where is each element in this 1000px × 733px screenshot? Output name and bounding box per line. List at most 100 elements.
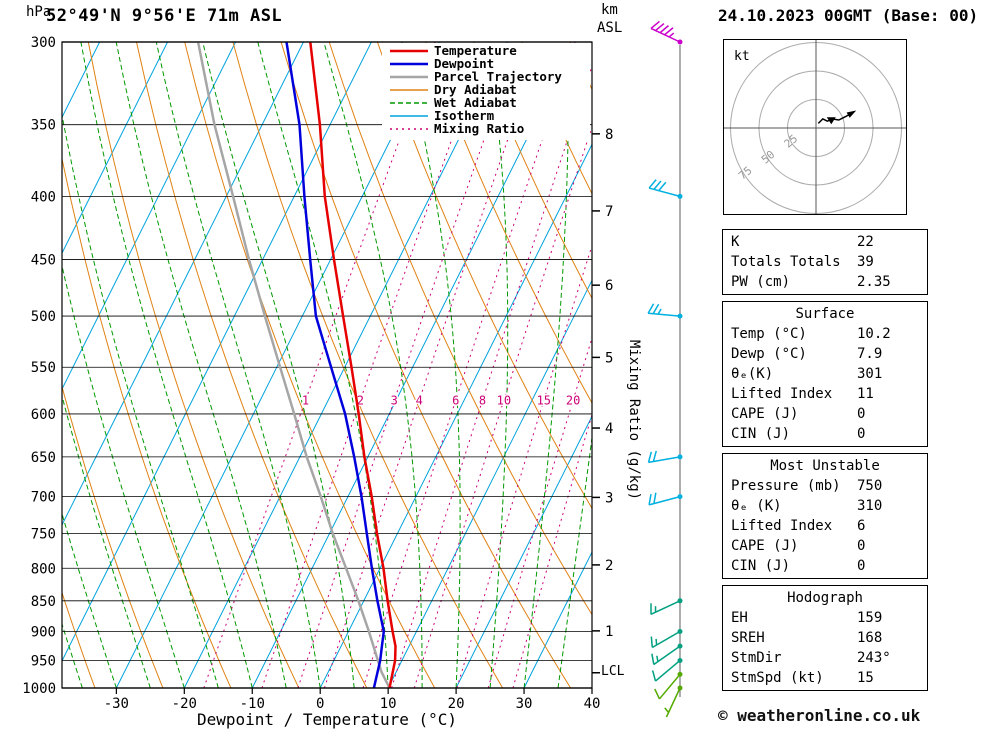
stats-table: Surface Temp (°C) 10.2 Dewp (°C) 7.9 θₑ(K) 301… bbox=[722, 301, 928, 447]
table-row: Lifted Index 11 bbox=[723, 384, 927, 404]
km-tick-label: 7 bbox=[605, 204, 613, 220]
pressure-tick-label: 750 bbox=[31, 527, 56, 543]
row-label: CAPE (J) bbox=[731, 406, 799, 422]
station-title: 52°49'N 9°56'E 71m ASL bbox=[46, 6, 283, 26]
table-row: θₑ (K) 310 bbox=[723, 496, 927, 516]
stats-table: Most Unstable Pressure (mb) 750 θₑ (K) 310 Li… bbox=[722, 453, 928, 579]
row-label: CIN (J) bbox=[731, 558, 791, 574]
altitude-axis: 8 7 6 5 4 3 2 1 bbox=[592, 127, 613, 674]
pressure-tick-label: 500 bbox=[31, 309, 56, 325]
altitude-axis-unit-km: km bbox=[601, 2, 618, 18]
table-row: PW (cm) 2.35 bbox=[723, 272, 927, 292]
row-value: 0 bbox=[857, 426, 866, 442]
row-value: 0 bbox=[857, 406, 866, 422]
row-value: 7.9 bbox=[857, 346, 883, 362]
temp-tick-label: 40 bbox=[584, 696, 601, 712]
wet-adiabats bbox=[62, 42, 592, 688]
temperature-axis: -30 -20 -10 0 10 20 30 40 bbox=[104, 688, 601, 712]
pressure-tick-label: 300 bbox=[31, 35, 56, 51]
row-value: 39 bbox=[857, 254, 874, 270]
profiles bbox=[196, 42, 397, 688]
wind-barb-column bbox=[647, 20, 683, 718]
temp-tick-label: 20 bbox=[448, 696, 465, 712]
table-row: CAPE (J) 0 bbox=[723, 404, 927, 424]
stats-table: Hodograph EH 159 SREH 168 StmDir 243° StmSpd (k… bbox=[722, 585, 928, 691]
svg-text:10: 10 bbox=[497, 393, 511, 407]
row-label: StmSpd (kt) bbox=[731, 670, 824, 686]
row-label: StmDir bbox=[731, 650, 782, 666]
km-tick-label: 5 bbox=[605, 350, 613, 366]
row-value: 0 bbox=[857, 538, 866, 554]
hodograph-ring-label: 25 bbox=[782, 132, 801, 150]
altitude-axis-unit-asl: ASL bbox=[597, 20, 623, 36]
pressure-tick-label: 400 bbox=[31, 189, 56, 205]
legend-label: Wet Adiabat bbox=[434, 95, 517, 110]
table-row: Lifted Index 6 bbox=[723, 516, 927, 536]
row-label: PW (cm) bbox=[731, 274, 791, 290]
row-label: CAPE (J) bbox=[731, 538, 799, 554]
row-value: 168 bbox=[857, 630, 883, 646]
lcl-label: LCL bbox=[601, 664, 625, 679]
table-row: Temp (°C) 10.2 bbox=[723, 324, 927, 344]
dewpoint-curve bbox=[285, 42, 386, 688]
legend-label: Mixing Ratio bbox=[434, 121, 524, 136]
row-label: Pressure (mb) bbox=[731, 478, 841, 494]
plot-border bbox=[61, 41, 593, 689]
table-row: EH 159 bbox=[723, 608, 927, 628]
row-label: SREH bbox=[731, 630, 765, 646]
temp-tick-label: 10 bbox=[380, 696, 397, 712]
row-label: EH bbox=[731, 610, 748, 626]
pressure-tick-label: 450 bbox=[31, 253, 56, 269]
table-row: CIN (J) 0 bbox=[723, 556, 927, 576]
pressure-tick-label: 600 bbox=[31, 407, 56, 423]
legend-label: Parcel Trajectory bbox=[434, 69, 562, 84]
row-value: 15 bbox=[857, 670, 874, 686]
row-label: Totals Totals bbox=[731, 254, 841, 270]
row-value: 301 bbox=[857, 366, 883, 382]
row-value: 750 bbox=[857, 478, 883, 494]
km-tick-label: 2 bbox=[605, 558, 613, 574]
row-label: θₑ(K) bbox=[731, 366, 774, 382]
legend-label: Dewpoint bbox=[434, 56, 494, 71]
run-datetime: 24.10.2023 00GMT (Base: 00) bbox=[718, 6, 979, 25]
table-title: Surface bbox=[795, 306, 855, 322]
svg-text:2: 2 bbox=[357, 393, 364, 407]
table-row: θₑ(K) 301 bbox=[723, 364, 927, 384]
temp-tick-label: -10 bbox=[240, 696, 265, 712]
row-label: K bbox=[731, 234, 740, 250]
table-title: Most Unstable bbox=[770, 458, 880, 474]
row-label: Lifted Index bbox=[731, 518, 833, 534]
table-row: CIN (J) 0 bbox=[723, 424, 927, 444]
km-tick-label: 1 bbox=[605, 624, 613, 640]
temp-tick-label: -30 bbox=[104, 696, 129, 712]
skewt-diagram: 3003504004505005506006507007508008509009… bbox=[22, 20, 683, 718]
hodograph-ring-label: 50 bbox=[759, 148, 778, 166]
row-value: 2.35 bbox=[857, 274, 891, 290]
table-row: K 22 bbox=[723, 232, 927, 252]
km-tick-label: 8 bbox=[605, 127, 613, 143]
row-value: 6 bbox=[857, 518, 866, 534]
temp-tick-label: 30 bbox=[516, 696, 533, 712]
row-value: 310 bbox=[857, 498, 883, 514]
row-value: 10.2 bbox=[857, 326, 891, 342]
table-row: StmDir 243° bbox=[723, 648, 927, 668]
table-row: Dewp (°C) 7.9 bbox=[723, 344, 927, 364]
pressure-tick-label: 950 bbox=[31, 653, 56, 669]
row-value: 11 bbox=[857, 386, 874, 402]
pressure-tick-label: 650 bbox=[31, 450, 56, 466]
temp-tick-label: -20 bbox=[172, 696, 197, 712]
table-row: Totals Totals 39 bbox=[723, 252, 927, 272]
table-row: CAPE (J) 0 bbox=[723, 536, 927, 556]
indices-tables: K 22 Totals Totals 39 PW (cm) 2.35 Surface Temp… bbox=[722, 229, 928, 697]
row-label: θₑ (K) bbox=[731, 498, 782, 514]
row-label: Dewp (°C) bbox=[731, 346, 807, 362]
pressure-tick-label: 800 bbox=[31, 561, 56, 577]
row-label: Lifted Index bbox=[731, 386, 833, 402]
row-value: 243° bbox=[857, 650, 891, 666]
temperature-curve bbox=[309, 42, 397, 688]
table-title: Hodograph bbox=[787, 590, 863, 606]
row-label: Temp (°C) bbox=[731, 326, 807, 342]
hodograph-ring-label: 75 bbox=[736, 164, 755, 182]
